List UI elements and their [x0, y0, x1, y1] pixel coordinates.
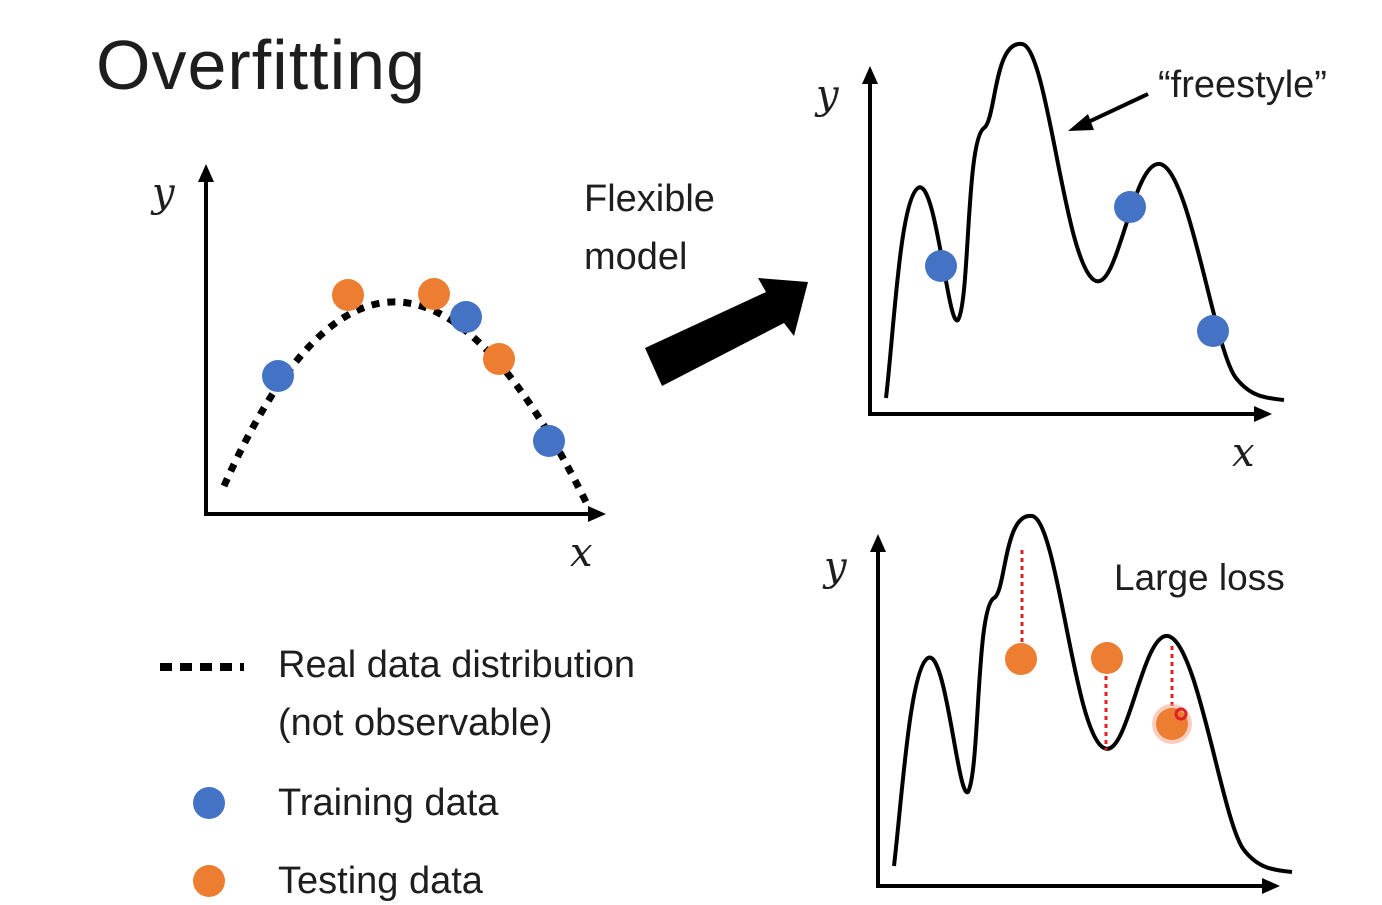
- tr-x-axis-arrowhead: [1254, 406, 1272, 422]
- left-x-axis-arrowhead: [588, 506, 606, 522]
- overfit-curve: [884, 41, 1285, 402]
- br-testing-point: [1156, 708, 1188, 740]
- flexible-model-arrow: [645, 278, 808, 386]
- slide-title: Overfitting: [96, 26, 426, 104]
- tr-training-point: [1197, 315, 1229, 347]
- pointer-ring-icon: [1174, 707, 1188, 721]
- tr-y-axis-arrowhead: [862, 66, 878, 84]
- br-x-axis-arrowhead: [1262, 878, 1280, 894]
- legend-testing-dot-icon: [193, 865, 225, 897]
- legend-training-label: Training data: [278, 782, 499, 824]
- legend-real-line1: Real data distribution: [278, 644, 635, 686]
- legend: [160, 663, 244, 897]
- left-panel: y x: [150, 164, 606, 576]
- tr-training-point: [925, 250, 957, 282]
- real-distribution-curve: [220, 298, 590, 504]
- legend-real-line2: (not observable): [278, 702, 553, 744]
- br-testing-point: [1091, 642, 1123, 674]
- br-y-label: y: [822, 544, 848, 590]
- left-y-label: y: [150, 170, 176, 216]
- left-x-label: x: [570, 530, 593, 576]
- arrow-label-line1: Flexible: [584, 178, 715, 220]
- freestyle-annotation: “freestyle”: [1158, 64, 1327, 106]
- left-training-point: [262, 360, 294, 392]
- left-training-point: [450, 301, 482, 333]
- left-y-axis-arrowhead: [198, 164, 214, 182]
- bottom-right-panel: y: [822, 513, 1293, 894]
- tr-x-label: x: [1232, 430, 1255, 476]
- arrow-label-line2: model: [584, 236, 688, 278]
- top-right-panel: y x: [814, 41, 1285, 476]
- br-y-axis-arrowhead: [870, 534, 886, 552]
- left-testing-point: [483, 343, 515, 375]
- legend-testing-label: Testing data: [278, 860, 483, 902]
- left-testing-point: [332, 279, 364, 311]
- legend-training-dot-icon: [193, 787, 225, 819]
- left-training-point: [533, 425, 565, 457]
- large-loss-annotation: Large loss: [1114, 557, 1285, 598]
- overfit-curve-test: [892, 513, 1293, 874]
- freestyle-pointer: [1083, 92, 1149, 126]
- tr-training-point: [1114, 191, 1146, 223]
- left-testing-point: [418, 278, 450, 310]
- tr-y-label: y: [814, 72, 840, 118]
- freestyle-pointer-arrowhead: [1068, 114, 1094, 131]
- br-testing-point: [1005, 643, 1037, 675]
